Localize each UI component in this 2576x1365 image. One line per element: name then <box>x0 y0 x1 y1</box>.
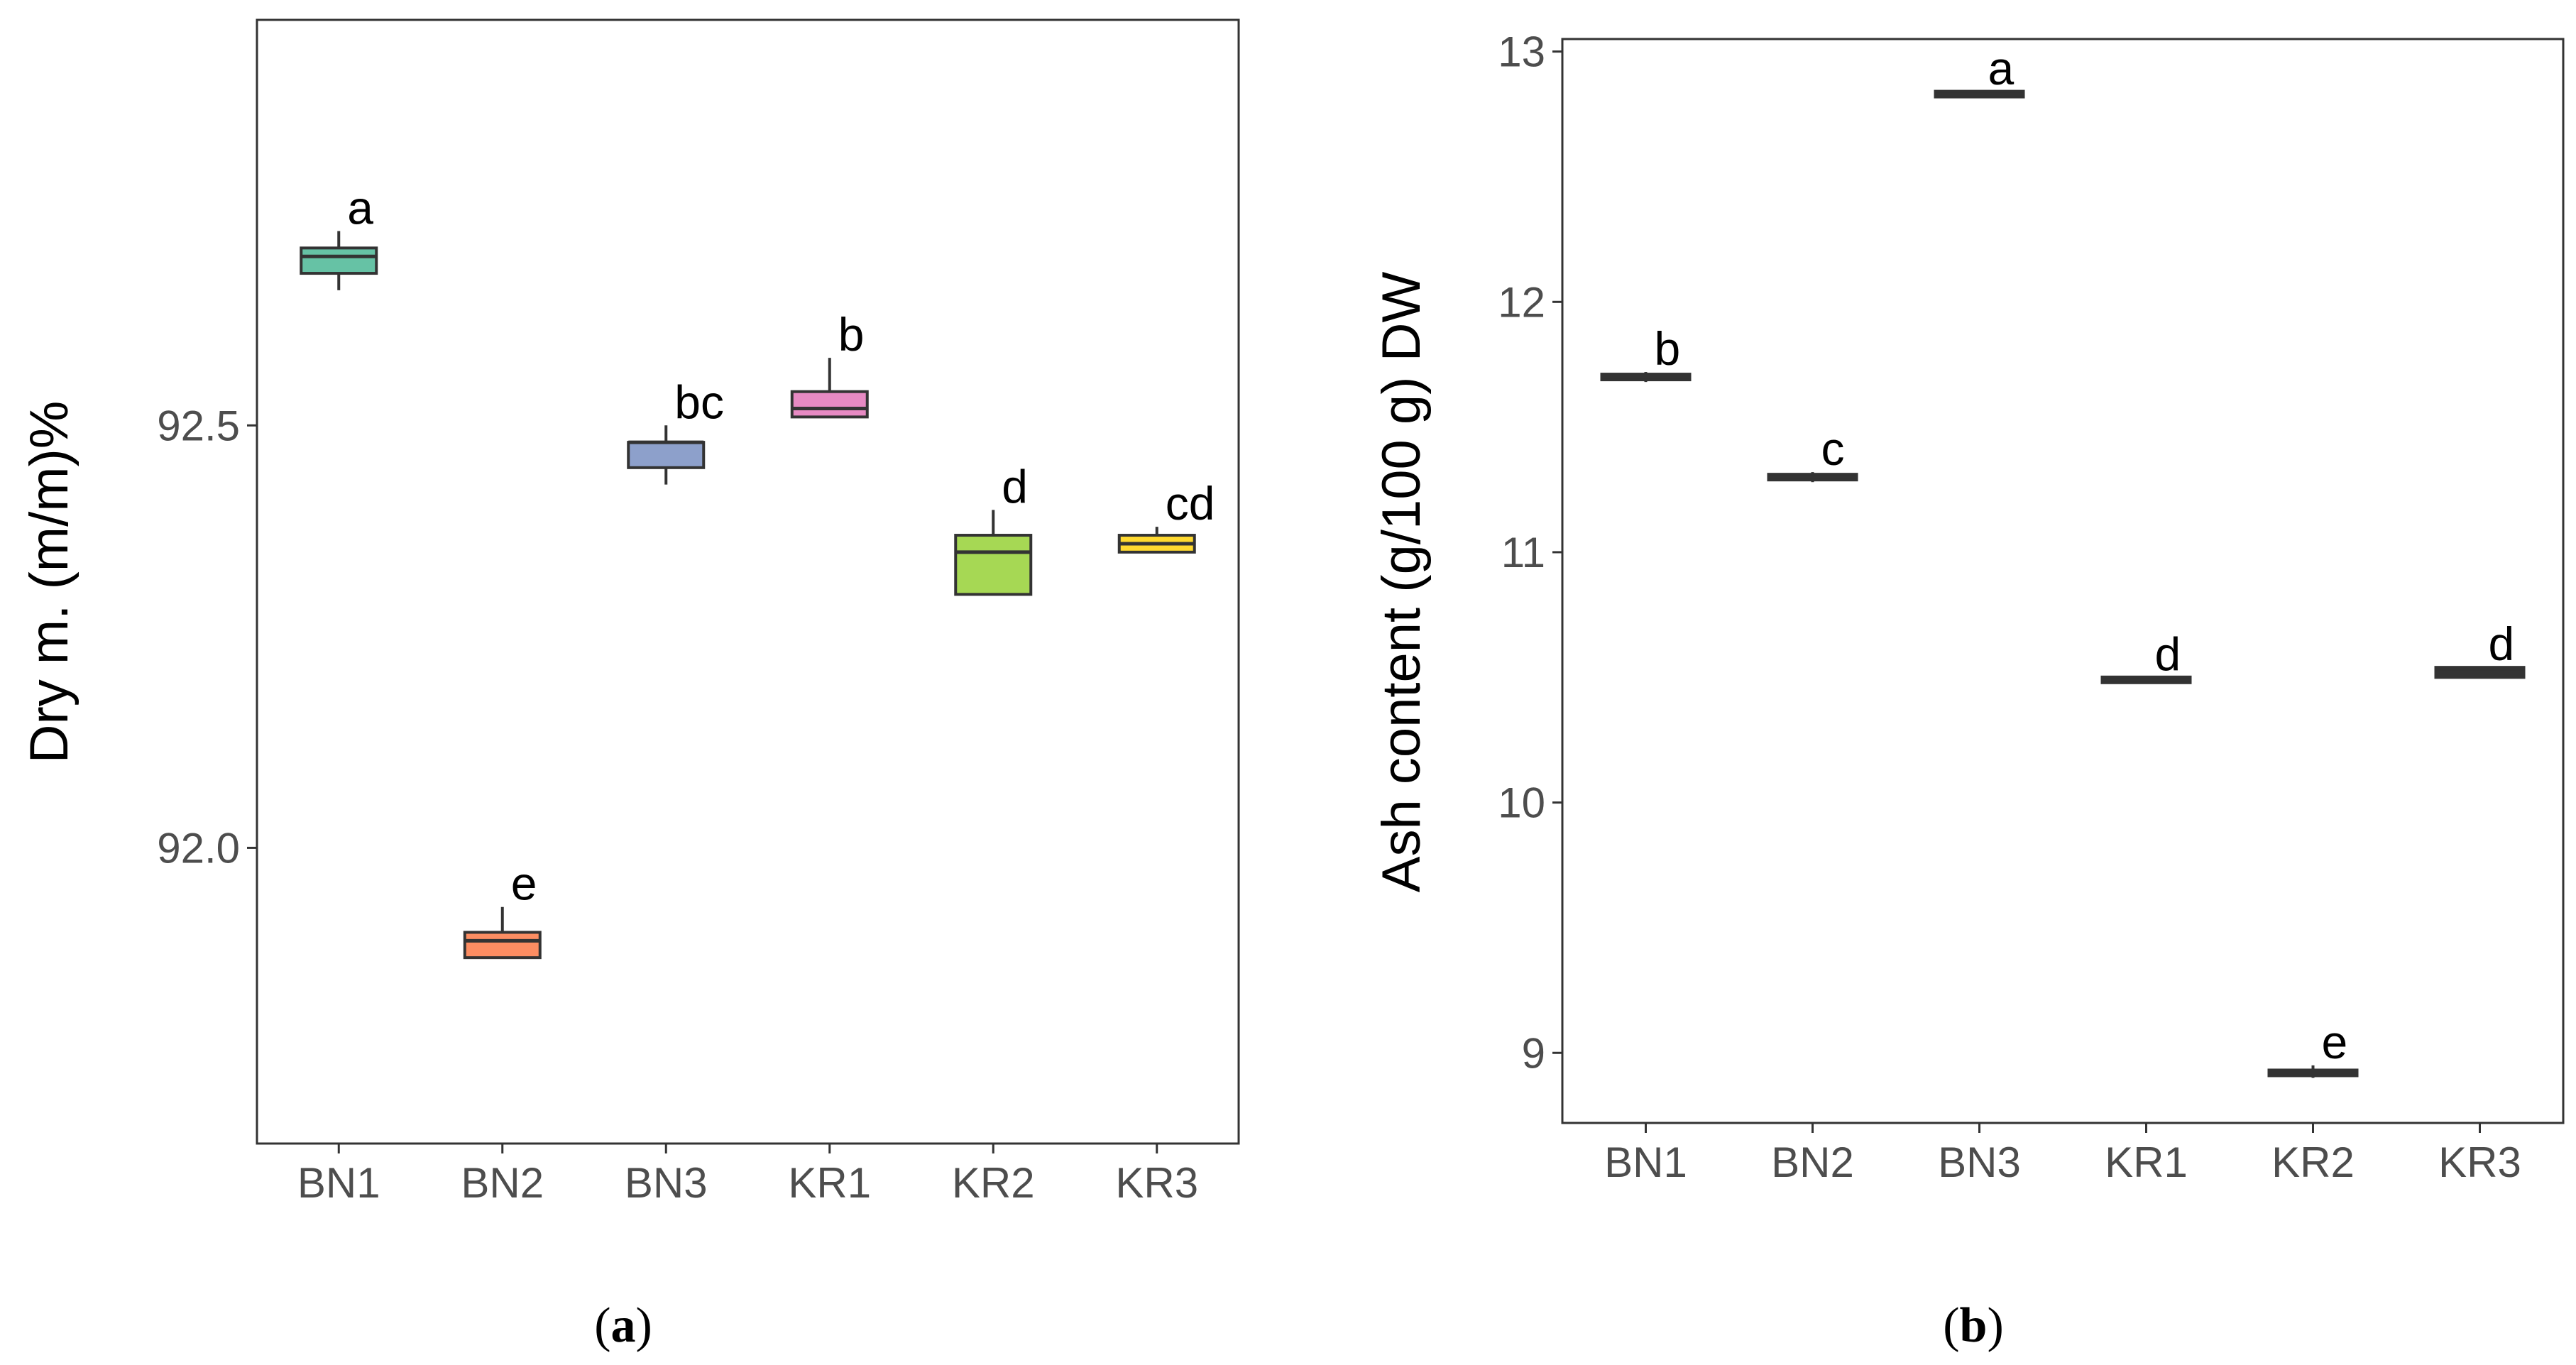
x-tick-label: KR3 <box>1115 1159 1198 1207</box>
box-body <box>627 441 706 469</box>
box-kr1: b <box>790 308 869 419</box>
box-kr2: d <box>954 460 1033 596</box>
box-bn1: b <box>1600 322 1692 383</box>
y-tick-label: 92.0 <box>157 824 240 872</box>
x-tick-label: BN3 <box>625 1159 708 1207</box>
x-tick-label: BN1 <box>1604 1139 1687 1186</box>
box-kr3: cd <box>1117 477 1215 554</box>
significance-letter: d <box>1002 460 1028 512</box>
y-tick-label: 10 <box>1498 779 1545 827</box>
x-tick-label: BN2 <box>461 1159 544 1207</box>
significance-letter: d <box>2489 618 2515 670</box>
box-bn3: a <box>1934 42 2025 99</box>
x-tick-label: KR1 <box>788 1159 871 1207</box>
significance-letter: a <box>1988 42 2015 94</box>
panel-label-a-close: ) <box>636 1298 652 1353</box>
box-body <box>954 534 1033 596</box>
box-body <box>463 931 542 960</box>
panel-label-a-open: ( <box>594 1298 610 1353</box>
x-tick-label: BN3 <box>1938 1139 2021 1186</box>
panel-label-b: (b) <box>1943 1298 2004 1353</box>
x-axis-ticks-b: BN1 BN2 BN3 KR1 KR2 KR3 <box>1604 1123 2521 1186</box>
x-axis-ticks-a: BN1 BN2 BN3 KR1 KR2 KR3 <box>297 1144 1198 1207</box>
significance-letter: a <box>347 182 373 234</box>
plot-border-a <box>256 18 1240 1145</box>
significance-letter: e <box>2322 1016 2348 1068</box>
box-kr1: d <box>2100 627 2192 684</box>
significance-letter: e <box>511 857 537 910</box>
y-tick-label: 13 <box>1498 28 1545 76</box>
box-kr3: d <box>2434 618 2526 679</box>
panel-label-b-letter: b <box>1960 1298 1988 1353</box>
significance-letter: b <box>1655 322 1681 375</box>
x-tick-label: KR2 <box>952 1159 1035 1207</box>
chart-panel-b: 9 10 11 12 13 BN1 BN2 BN3 KR1 KR2 KR3 b c a d e d Ash … <box>1371 28 2565 1186</box>
y-axis-title-b: Ash content (g/100 g) DW <box>1371 272 1432 893</box>
y-axis-title-a: Dry m. (m/m)% <box>19 401 80 764</box>
panel-label-a-letter: a <box>611 1298 636 1353</box>
y-axis-ticks-b: 9 10 11 12 13 <box>1498 28 1562 1077</box>
x-tick-label: BN2 <box>1771 1139 1854 1186</box>
plot-border-b <box>1561 38 2565 1124</box>
x-tick-label: KR1 <box>2105 1139 2188 1186</box>
significance-letter: bc <box>674 375 724 428</box>
significance-letter: c <box>1821 422 1845 475</box>
y-tick-label: 11 <box>1501 529 1545 576</box>
box-bn3: bc <box>627 375 724 485</box>
box-bn2: e <box>463 857 542 960</box>
box-bn1: a <box>300 182 378 290</box>
chart-panel-a: 92.0 92.5 BN1 BN2 BN3 KR1 KR2 KR3 a e bc b d cd Dry… <box>19 18 1240 1207</box>
box-body <box>790 390 869 419</box>
y-tick-label: 92.5 <box>157 402 240 449</box>
box-kr2: e <box>2267 1016 2359 1078</box>
box-bn2: c <box>1767 422 1858 483</box>
panel-label-b-open: ( <box>1943 1298 1959 1353</box>
panel-label-b-close: ) <box>1987 1298 2003 1353</box>
box-series-a: a e bc b d cd <box>300 182 1215 960</box>
significance-letter: cd <box>1166 477 1215 530</box>
significance-letter: b <box>838 308 865 361</box>
box-body <box>300 246 378 275</box>
x-tick-label: BN1 <box>297 1159 380 1207</box>
box-series-b: b c a d e d <box>1600 42 2526 1078</box>
y-axis-ticks-a: 92.0 92.5 <box>157 402 257 872</box>
y-tick-label: 9 <box>1522 1029 1545 1077</box>
panel-label-a: (a) <box>594 1298 652 1353</box>
y-tick-label: 12 <box>1498 278 1545 326</box>
significance-letter: d <box>2155 627 2181 680</box>
x-tick-label: KR3 <box>2438 1139 2521 1186</box>
x-tick-label: KR2 <box>2271 1139 2355 1186</box>
